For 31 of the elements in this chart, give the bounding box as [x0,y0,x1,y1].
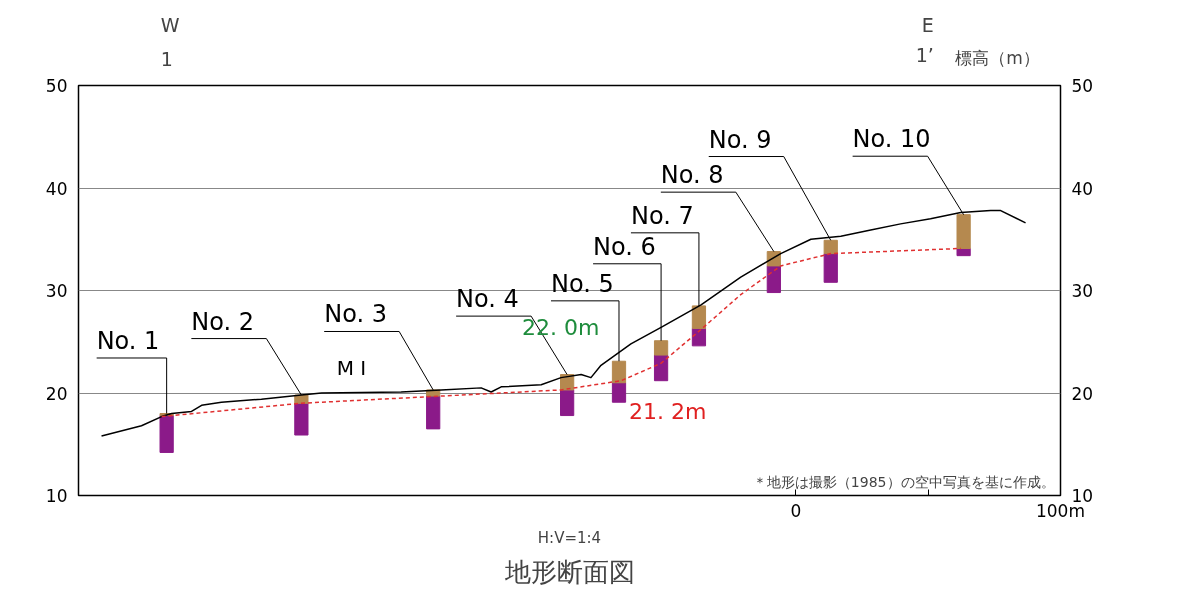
y-tick-label: 30 [45,281,68,301]
y2-tick-label: 50 [1071,76,1094,96]
annotation: No. 7 [630,201,694,230]
y2-tick-label: 40 [1071,178,1094,199]
y2-tick-label: 20 [1071,383,1094,404]
text: 1’ [915,43,934,66]
text: W [160,13,180,36]
annotation: No. 10 [852,125,931,154]
annotation: No. 4 [456,285,519,314]
text: 地形断面図 [503,556,635,587]
annotation: No. 6 [593,232,656,261]
y-tick-label: 50 [45,76,68,96]
annotation: No. 1 [96,326,160,355]
annotation: No. 2 [191,307,255,336]
annotation: M I [336,356,367,381]
annotation: No. 5 [551,269,614,298]
text: 1 [160,47,173,70]
y-tick-label: 10 [45,486,68,506]
annotation: 21. 2m [629,399,707,425]
x-tick-label: 0 [790,500,802,521]
y2-axis-title: 標高（m） [955,47,1040,68]
y2-tick-label: 30 [1071,281,1094,301]
annotation: No. 3 [324,300,387,329]
y-tick-label: 40 [45,178,68,199]
y2-tick-label: 10 [1071,486,1094,506]
text: E [921,13,934,36]
x-axis-title: H:V=1:4 [537,528,602,547]
annotation: No. 8 [660,161,724,190]
annotation: No. 9 [708,125,772,154]
annotation: ＊地形は撮影（1985）の空中写真を基に作成。 [752,473,1055,490]
y-tick-label: 20 [45,383,68,404]
